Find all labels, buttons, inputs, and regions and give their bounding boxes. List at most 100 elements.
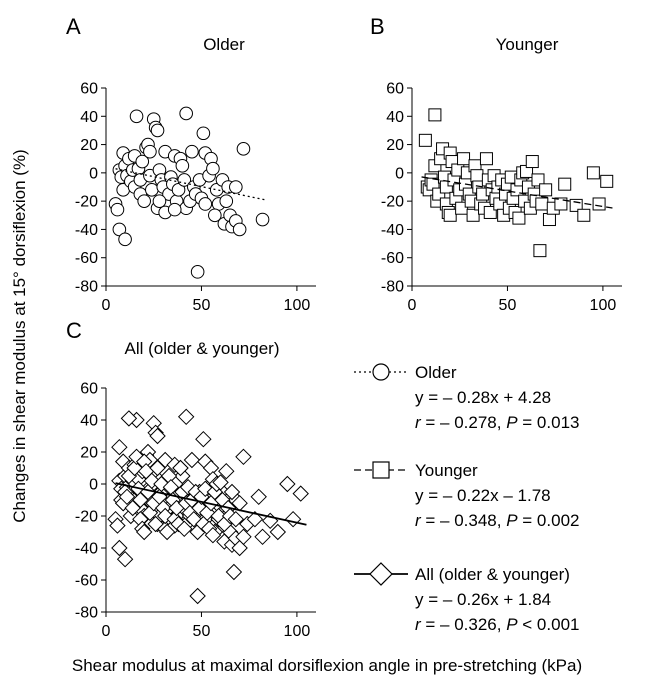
y-tick-label: 0 [89,165,98,182]
data-point [218,462,235,480]
data-point [254,528,271,546]
y-tick-label: 20 [386,137,404,154]
legend-label: All (older & younger) [415,565,570,584]
legend-label: Older [415,363,457,382]
data-point [600,174,614,188]
data-point [455,201,469,215]
panel-letter: C [66,318,82,343]
panel-letter: A [66,14,81,39]
data-point [483,205,497,219]
data-point [443,208,457,222]
data-point [152,194,167,208]
data-point [110,202,125,217]
panel-title: Younger [496,35,559,54]
x-tick-label: 0 [102,297,111,314]
data-point [150,123,165,138]
y-tick-label: 40 [386,109,404,126]
data-point [149,427,166,445]
data-point [135,523,153,541]
x-tick-label: 50 [193,623,211,640]
data-point [229,180,243,194]
data-point [284,510,302,528]
data-point [111,438,128,456]
data-point [198,197,213,211]
data-point [592,197,606,211]
data-point [542,213,556,227]
data-point [109,517,126,534]
data-point [470,169,484,183]
data-point [177,408,195,426]
data-point [235,528,252,546]
data-point [208,208,222,223]
data-point [179,106,193,121]
data-point [177,173,192,187]
data-point [577,208,591,222]
data-point [539,183,553,197]
data-point [235,448,252,466]
data-point [512,211,526,225]
x-tick-label: 100 [284,297,311,314]
y-tick-label: 0 [89,477,98,494]
panel-b: B Younger -80 -60 -40 -20 0 20 40 60 0 50 100 [370,14,622,314]
data-point [223,483,241,501]
y-tick-label: -80 [75,279,98,296]
data-point [189,587,206,605]
x-tick-label: 50 [193,297,211,314]
data-point [176,520,193,538]
data-point [175,158,190,173]
data-point [118,232,132,247]
x-axis-label: Shear modulus at maximal dorsiflexion an… [72,656,582,675]
y-tick-label: 0 [395,165,404,182]
data-point [147,515,164,533]
data-point [149,459,166,477]
data-point [135,154,150,169]
x-tick-label: 0 [102,623,111,640]
data-point [190,265,205,279]
data-point [212,474,229,491]
data-point [143,144,157,159]
y-tick-label: -20 [75,194,98,211]
y-tick-label: -40 [381,222,404,239]
y-tick-label: 20 [80,137,98,154]
correlation-stats: r = – 0.348, P = 0.002 [415,511,579,530]
data-point [457,152,471,166]
x-tick-label: 50 [499,297,517,314]
data-point [232,222,247,237]
data-point [225,563,243,581]
legend-marker [369,562,393,586]
data-point [195,430,212,448]
x-tick-label: 100 [284,623,311,640]
data-point [531,173,545,187]
y-tick-label: 40 [80,413,98,430]
data-point [206,161,220,176]
panel-c: C All (older & younger) -80 -60 -40 -20 0 20 40 6… [66,318,316,640]
panel-title: Older [203,35,245,54]
y-tick-label: -20 [381,194,404,211]
y-tick-label: -60 [75,250,98,267]
panel-a: A Older -80 -60 -40 -20 0 20 40 60 0 50 100 [66,14,316,314]
data-point [185,144,199,159]
correlation-stats: r = – 0.326, P < 0.001 [415,615,579,634]
data-point [246,510,264,528]
y-tick-label: 20 [80,445,98,462]
correlation-stats: r = – 0.278, P = 0.013 [415,413,579,432]
data-point [167,202,182,217]
data-point [219,194,234,208]
legend-marker [372,461,390,479]
y-tick-label: -40 [75,541,98,558]
y-tick-label: 60 [80,81,98,98]
y-tick-label: -60 [75,573,98,590]
data-point [227,510,245,528]
panel-letter: B [370,14,385,39]
y-tick-label: -20 [75,509,98,526]
x-tick-label: 0 [408,297,417,314]
regression-equation: y = – 0.22x – 1.78 [415,486,551,505]
data-point [554,197,568,211]
data-point [250,488,267,506]
legend-entry: Younger y = – 0.22x – 1.78 r = – 0.348, P … [354,461,579,530]
y-tick-label: -60 [381,250,404,267]
data-point [535,197,549,211]
y-axis-label: Changes in shear modulus at 15° dorsifle… [10,149,29,522]
regression-equation: y = – 0.26x + 1.84 [415,590,551,609]
